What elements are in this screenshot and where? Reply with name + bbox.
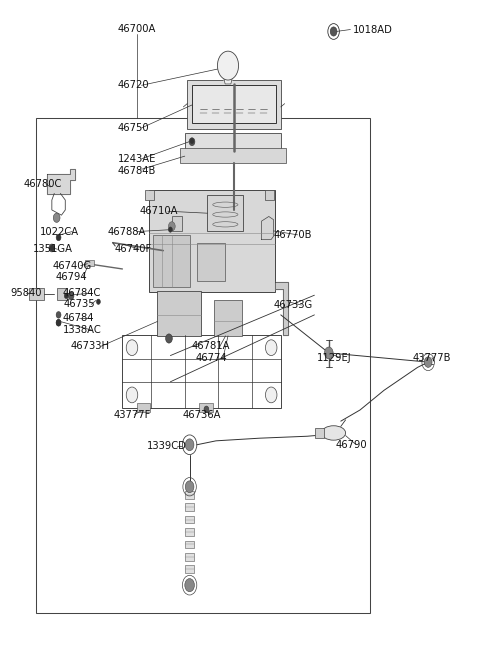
Text: 1129EJ: 1129EJ — [317, 352, 351, 363]
Circle shape — [168, 227, 172, 232]
Text: 1243AE: 1243AE — [118, 154, 156, 164]
Circle shape — [126, 387, 138, 403]
Bar — [36, 118, 370, 613]
Text: 46794: 46794 — [55, 272, 87, 283]
Text: 46784: 46784 — [62, 313, 94, 323]
Text: 1338AC: 1338AC — [62, 325, 101, 335]
Bar — [157, 291, 201, 336]
Text: 46733H: 46733H — [71, 341, 110, 352]
Circle shape — [185, 481, 194, 493]
Text: 1339CD: 1339CD — [146, 441, 186, 451]
Circle shape — [185, 579, 194, 592]
Text: 46770B: 46770B — [274, 230, 312, 240]
Text: 46784C: 46784C — [62, 288, 101, 298]
Circle shape — [265, 340, 277, 356]
Circle shape — [185, 439, 194, 451]
Circle shape — [49, 244, 55, 252]
Bar — [153, 235, 190, 287]
Bar — [185, 565, 194, 573]
Circle shape — [168, 222, 175, 231]
Circle shape — [56, 319, 61, 326]
Bar — [122, 335, 281, 408]
Bar — [265, 190, 274, 200]
Text: 46733G: 46733G — [274, 300, 313, 310]
Ellipse shape — [322, 426, 346, 440]
Bar — [57, 288, 67, 300]
Text: 46780C: 46780C — [24, 178, 62, 189]
Polygon shape — [47, 169, 75, 194]
Bar — [192, 85, 276, 123]
Bar — [185, 528, 194, 536]
Text: 46720: 46720 — [118, 80, 149, 91]
Bar — [185, 553, 194, 561]
Polygon shape — [262, 216, 274, 239]
Circle shape — [166, 334, 172, 343]
Bar — [149, 190, 275, 292]
Text: 46788A: 46788A — [108, 226, 146, 237]
Text: 46735: 46735 — [63, 299, 95, 310]
Bar — [185, 503, 194, 511]
Bar — [85, 260, 94, 266]
Circle shape — [56, 312, 61, 318]
Circle shape — [190, 138, 194, 144]
Bar — [207, 195, 243, 231]
Text: 1351GA: 1351GA — [33, 244, 72, 255]
Text: 46740F: 46740F — [114, 244, 152, 255]
Text: 46750: 46750 — [118, 123, 149, 133]
Circle shape — [265, 387, 277, 403]
Bar — [185, 491, 194, 499]
Bar — [185, 516, 194, 523]
Circle shape — [50, 245, 54, 251]
Bar — [199, 403, 213, 412]
Bar — [29, 288, 44, 300]
Circle shape — [189, 138, 195, 146]
Bar — [214, 300, 242, 336]
Bar — [315, 428, 324, 438]
Polygon shape — [222, 69, 234, 84]
Circle shape — [64, 293, 68, 298]
Circle shape — [53, 213, 60, 222]
Text: 43777F: 43777F — [114, 409, 151, 420]
Text: 46740G: 46740G — [53, 260, 92, 271]
Circle shape — [126, 340, 138, 356]
Circle shape — [56, 319, 61, 326]
Circle shape — [96, 299, 100, 304]
Bar — [137, 403, 150, 412]
Circle shape — [68, 292, 74, 300]
Bar — [172, 216, 182, 231]
Text: 46790: 46790 — [336, 440, 368, 450]
Text: 46784B: 46784B — [118, 165, 156, 176]
Text: 1018AD: 1018AD — [353, 24, 393, 35]
Circle shape — [217, 51, 239, 80]
Bar — [187, 80, 281, 129]
Text: 46781A: 46781A — [192, 341, 230, 352]
Circle shape — [424, 357, 432, 367]
Text: 46710A: 46710A — [139, 206, 178, 216]
Circle shape — [56, 234, 61, 241]
Bar — [185, 133, 281, 151]
Bar — [145, 190, 154, 200]
Bar — [180, 148, 286, 163]
Polygon shape — [275, 282, 288, 335]
Text: 46774: 46774 — [196, 352, 228, 363]
Text: 46700A: 46700A — [118, 24, 156, 34]
Circle shape — [330, 27, 337, 36]
Text: 95840: 95840 — [11, 288, 42, 298]
Text: 43777B: 43777B — [413, 352, 451, 363]
Circle shape — [324, 347, 333, 359]
Circle shape — [204, 406, 209, 413]
Text: 1022CA: 1022CA — [40, 226, 79, 237]
Bar — [197, 243, 225, 281]
Bar — [185, 541, 194, 548]
Text: 46736A: 46736A — [182, 409, 221, 420]
